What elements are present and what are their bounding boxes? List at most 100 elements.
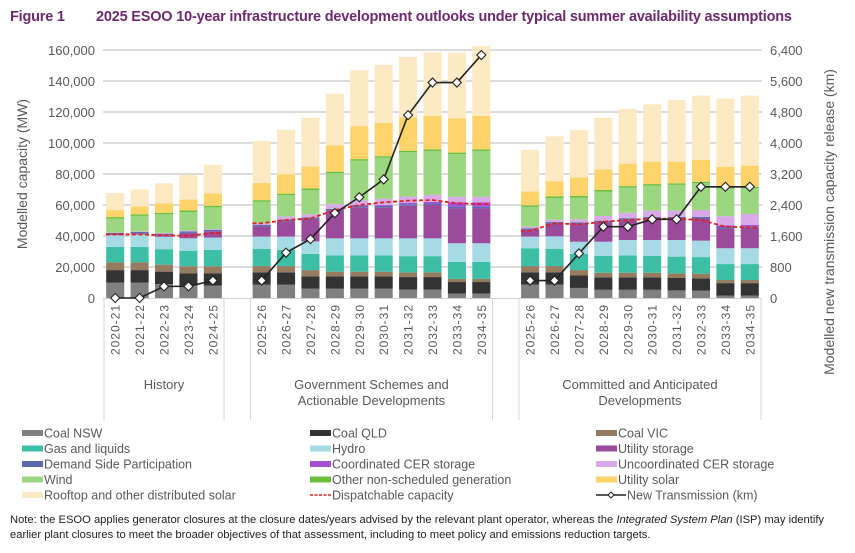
- bar-segment-other-non-scheduled-generation: [643, 184, 662, 186]
- transmission-marker: [183, 281, 194, 292]
- y-tick-label: 120,000: [48, 105, 95, 120]
- note-italic: Integrated System Plan: [616, 514, 733, 526]
- bar-segment-hydro: [374, 238, 393, 256]
- bar-segment-other-non-scheduled-generation: [130, 214, 149, 216]
- category-label: 2033-34: [719, 304, 733, 355]
- bar-segment-utility-solar: [521, 191, 540, 206]
- bar-segment-hydro: [423, 238, 442, 257]
- bar-segment-coal-vic: [203, 266, 222, 274]
- bar-segment-demand-side-participation: [203, 229, 222, 232]
- bar-segment-coal-vic: [423, 272, 442, 278]
- bar-segment-utility-solar: [691, 159, 711, 182]
- bar-segment-hydro: [618, 240, 637, 256]
- legend-swatch-other-non-scheduled-generation: [310, 476, 331, 483]
- bar-segment-coal-nsw: [203, 285, 222, 298]
- transmission-marker: [134, 292, 145, 304]
- y-tick-label: 40,000: [55, 229, 95, 244]
- bar-segment-utility-storage: [277, 221, 296, 237]
- bar-segment-utility-storage: [179, 232, 198, 239]
- bar-segment-gas-and-liquids: [667, 256, 686, 274]
- category-label: 2026-27: [280, 304, 294, 355]
- bar-segment-coal-qld: [691, 278, 711, 291]
- bar-segment-hydro: [350, 238, 369, 256]
- bar-segment-other-non-scheduled-generation: [545, 196, 564, 199]
- bar-segment-coal-nsw: [691, 290, 711, 298]
- bar-segment-utility-storage: [740, 227, 759, 249]
- bar-segment-hydro: [447, 243, 466, 262]
- bar-segment-hydro: [545, 236, 564, 250]
- bar-segment-coal-nsw: [447, 293, 466, 298]
- bar-segment-gas-and-liquids: [691, 257, 711, 274]
- legend-label: Coal NSW: [44, 427, 103, 441]
- dispatchable-capacity-line: [520, 217, 759, 232]
- bar-segment-uncoordinated-cer-storage: [154, 232, 174, 234]
- bar-segment-coal-nsw: [569, 287, 588, 298]
- bar-segment-gas-and-liquids: [618, 255, 637, 273]
- bar-segment-coal-vic: [277, 266, 296, 273]
- y2-tick-label: 800: [770, 260, 792, 275]
- bar-segment-utility-storage: [521, 229, 540, 237]
- footnote: Note: the ESOO applies generator closure…: [10, 513, 850, 543]
- bar-segment-demand-side-participation: [374, 205, 393, 208]
- bar-segment-utility-solar: [325, 145, 344, 172]
- bar-segment-gas-and-liquids: [594, 255, 613, 273]
- bar-segment-utility-solar: [154, 203, 174, 213]
- legend-label: Other non-scheduled generation: [332, 473, 511, 487]
- legend-label: Coal VIC: [618, 427, 668, 441]
- legend-label: Rooftop and other distributed solar: [44, 489, 236, 503]
- legend-label: Utility storage: [618, 442, 694, 456]
- bar-segment-utility-solar: [130, 206, 149, 215]
- category-label: 2031-32: [402, 304, 416, 355]
- bar-segment-coal-vic: [154, 264, 174, 272]
- bar-segment-coal-nsw: [301, 288, 320, 298]
- bar-segment-rooftop-and-other-distributed-solar: [472, 46, 491, 116]
- legend-swatch-coal-vic: [596, 430, 617, 436]
- bar-segment-utility-storage: [203, 231, 222, 238]
- category-label: 2027-28: [304, 304, 318, 355]
- transmission-line: [261, 54, 482, 282]
- bar-segment-coal-nsw: [399, 289, 418, 298]
- bar-segment-uncoordinated-cer-storage: [667, 210, 686, 217]
- bar-segment-gas-and-liquids: [399, 256, 418, 273]
- legend-label: Uncoordinated CER storage: [618, 458, 774, 472]
- category-label: 2028-29: [597, 304, 611, 355]
- y2-tick-label: 3,200: [770, 167, 803, 182]
- bar-segment-utility-solar: [740, 165, 759, 187]
- bar-segment-uncoordinated-cer-storage: [521, 226, 540, 229]
- category-label: 2034-35: [475, 304, 489, 355]
- bar-segment-hydro: [277, 236, 296, 250]
- legend-swatch-uncoordinated-cer-storage: [596, 461, 617, 467]
- transmission-marker: [524, 275, 536, 286]
- bar-segment-utility-solar: [643, 161, 662, 185]
- bar-segment-hydro: [643, 240, 662, 256]
- bar-segment-demand-side-participation: [521, 228, 540, 230]
- bar-segment-other-non-scheduled-generation: [423, 149, 442, 151]
- transmission-marker: [109, 292, 121, 304]
- y-tick-label: 20,000: [55, 260, 95, 275]
- bar-segment-demand-side-participation: [691, 216, 711, 219]
- y2-tick-label: 4,800: [770, 105, 803, 120]
- bar-segment-other-non-scheduled-generation: [521, 205, 540, 207]
- bar-segment-coal-qld: [130, 270, 149, 283]
- y-axis-label: Modelled capacity (MW): [14, 99, 30, 249]
- bar-segment-other-non-scheduled-generation: [667, 183, 686, 185]
- bar-segment-utility-solar: [423, 115, 442, 150]
- bar-segment-wind: [447, 154, 466, 197]
- bar-segment-gas-and-liquids: [374, 255, 393, 272]
- legend-swatch-utility-solar: [596, 476, 617, 483]
- bar-segment-uncoordinated-cer-storage: [643, 210, 662, 217]
- bar-segment-coal-vic: [472, 278, 491, 283]
- bar-segment-utility-solar: [203, 193, 222, 206]
- bar-segment-coal-vic: [667, 273, 686, 279]
- bar-segment-rooftop-and-other-distributed-solar: [521, 149, 540, 192]
- bar-segment-other-non-scheduled-generation: [350, 159, 369, 161]
- dispatchable-capacity-line: [252, 199, 491, 225]
- bar-segment-coal-nsw: [740, 295, 759, 298]
- bar-segment-uncoordinated-cer-storage: [691, 209, 711, 217]
- bar-segment-rooftop-and-other-distributed-solar: [740, 95, 759, 166]
- bar-segment-coal-nsw: [179, 285, 198, 298]
- bar-segment-other-non-scheduled-generation: [569, 196, 588, 198]
- bar-segment-hydro: [594, 241, 613, 256]
- bar-segment-gas-and-liquids: [301, 253, 320, 271]
- bar-segment-coal-nsw: [545, 284, 564, 298]
